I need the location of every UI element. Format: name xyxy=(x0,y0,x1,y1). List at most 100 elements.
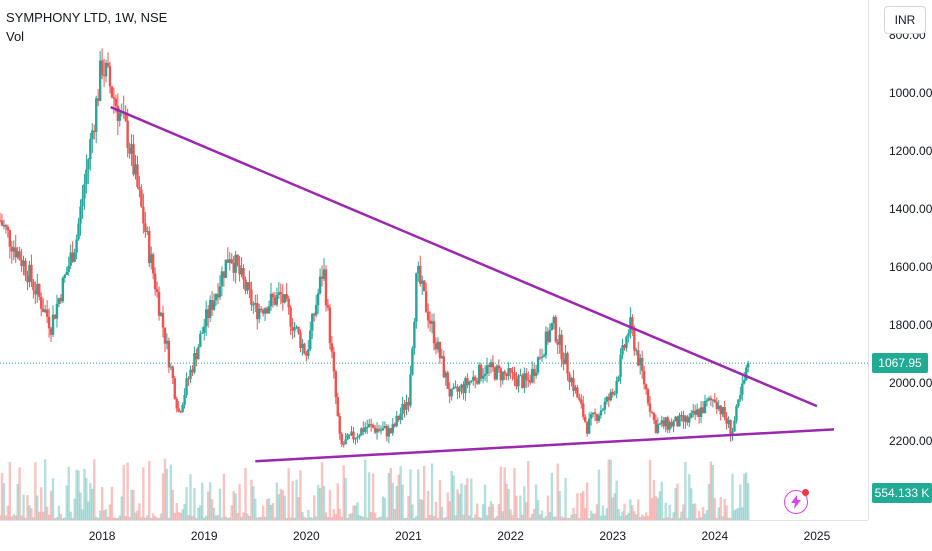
candle-body xyxy=(126,120,129,148)
candle-body xyxy=(593,412,597,415)
volume-bar xyxy=(104,509,108,520)
candle-body xyxy=(289,307,292,327)
volume-bar xyxy=(250,479,253,520)
volume-bar xyxy=(464,484,467,520)
volume-bar xyxy=(187,515,190,520)
volume-bar xyxy=(377,517,381,520)
volume-bar xyxy=(206,491,210,520)
price-tick-label: 2200.00 xyxy=(889,433,932,448)
volume-bar xyxy=(305,517,308,520)
candle-body xyxy=(525,373,528,380)
volume-bar xyxy=(656,497,660,520)
volume-bar xyxy=(309,517,312,520)
volume-bar xyxy=(216,515,220,520)
candle-body xyxy=(161,312,165,328)
volume-bar xyxy=(59,513,63,520)
bolt-icon[interactable] xyxy=(784,489,809,514)
volume-bar xyxy=(670,517,673,520)
volume-bar xyxy=(34,462,37,520)
candle-body xyxy=(660,420,664,424)
candle-body xyxy=(228,259,231,263)
candle-body xyxy=(283,294,286,303)
volume-bar xyxy=(289,517,292,520)
volume-bar xyxy=(648,459,652,520)
volume-bar xyxy=(173,512,176,520)
candle-body xyxy=(248,282,251,290)
volume-bar xyxy=(599,515,603,520)
currency-button[interactable]: INR xyxy=(884,6,926,34)
volume-bar xyxy=(295,479,298,520)
volume-bar xyxy=(434,501,438,520)
volume-bar xyxy=(379,516,383,520)
volume-bar xyxy=(277,494,281,520)
candle-body xyxy=(530,368,534,383)
symbol-title[interactable]: SYMPHONY LTD, 1W, NSE xyxy=(6,10,168,25)
time-scale[interactable]: 2018 2019 2020 2021 2022 2023 2024 2025 xyxy=(0,520,868,551)
candle-body xyxy=(509,368,512,372)
volume-bar xyxy=(301,512,304,520)
volume-bar xyxy=(448,501,451,520)
volume-bar xyxy=(701,507,705,520)
volume-bar xyxy=(134,512,137,520)
volume-bar xyxy=(487,506,491,520)
candle-body xyxy=(59,298,63,302)
volume-bar xyxy=(91,488,94,520)
volume-bar xyxy=(699,517,703,520)
candle-body xyxy=(483,373,487,376)
volume-legend-label[interactable]: Vol xyxy=(6,29,25,44)
price-scale[interactable]: 2200.00 2000.00 1800.00 1600.00 1400.00 1200.… xyxy=(868,0,932,520)
volume-bar xyxy=(307,509,310,520)
volume-bar xyxy=(18,467,21,520)
candle-body xyxy=(403,403,406,410)
volume-bar xyxy=(157,517,161,520)
candle-body xyxy=(377,428,381,431)
candle-body xyxy=(686,416,689,423)
candle-body xyxy=(360,428,363,436)
candle-body xyxy=(208,300,212,318)
volume-bar xyxy=(481,504,485,520)
candle-body xyxy=(621,345,624,355)
volume-bar xyxy=(601,505,605,520)
volume-bar xyxy=(362,516,365,520)
volume-bar xyxy=(564,477,567,520)
candle-body xyxy=(585,421,589,434)
candle-body xyxy=(45,309,49,317)
candle-body xyxy=(279,292,283,295)
volume-bar xyxy=(558,491,561,520)
price-chart[interactable] xyxy=(0,0,868,520)
volume-bar xyxy=(67,466,70,520)
volume-bar xyxy=(334,513,338,520)
chart-area[interactable] xyxy=(0,0,868,520)
volume-bar xyxy=(352,505,355,520)
candle-body xyxy=(556,341,559,345)
candle-body xyxy=(627,333,630,337)
time-tick-label: 2024 xyxy=(701,529,729,543)
volume-bar xyxy=(729,517,732,520)
candle-body xyxy=(709,398,713,401)
candle-body xyxy=(688,417,691,423)
volume-bar xyxy=(344,477,347,520)
candle-body xyxy=(389,428,392,434)
price-tick-label: 1200.00 xyxy=(889,143,932,158)
candle-body xyxy=(428,320,432,324)
candle-body xyxy=(511,371,514,373)
candle-body xyxy=(206,309,210,318)
volume-bar xyxy=(63,517,67,520)
volume-bar xyxy=(0,515,2,520)
candle-body xyxy=(344,439,347,445)
time-tick-label: 2020 xyxy=(292,529,320,543)
volume-bar xyxy=(607,459,610,520)
volume-bar xyxy=(248,516,251,520)
volume-bar xyxy=(692,503,695,520)
volume-bar xyxy=(489,501,493,520)
candle-body xyxy=(407,402,410,406)
time-tick-label: 2018 xyxy=(88,529,116,543)
candle-body xyxy=(171,366,175,379)
volume-bar xyxy=(85,478,88,520)
candle-body xyxy=(271,293,275,298)
candle-body xyxy=(470,380,473,382)
candle-body xyxy=(711,399,715,401)
volume-bar xyxy=(22,494,25,520)
volume-bar xyxy=(38,511,41,520)
volume-bar xyxy=(527,461,530,520)
